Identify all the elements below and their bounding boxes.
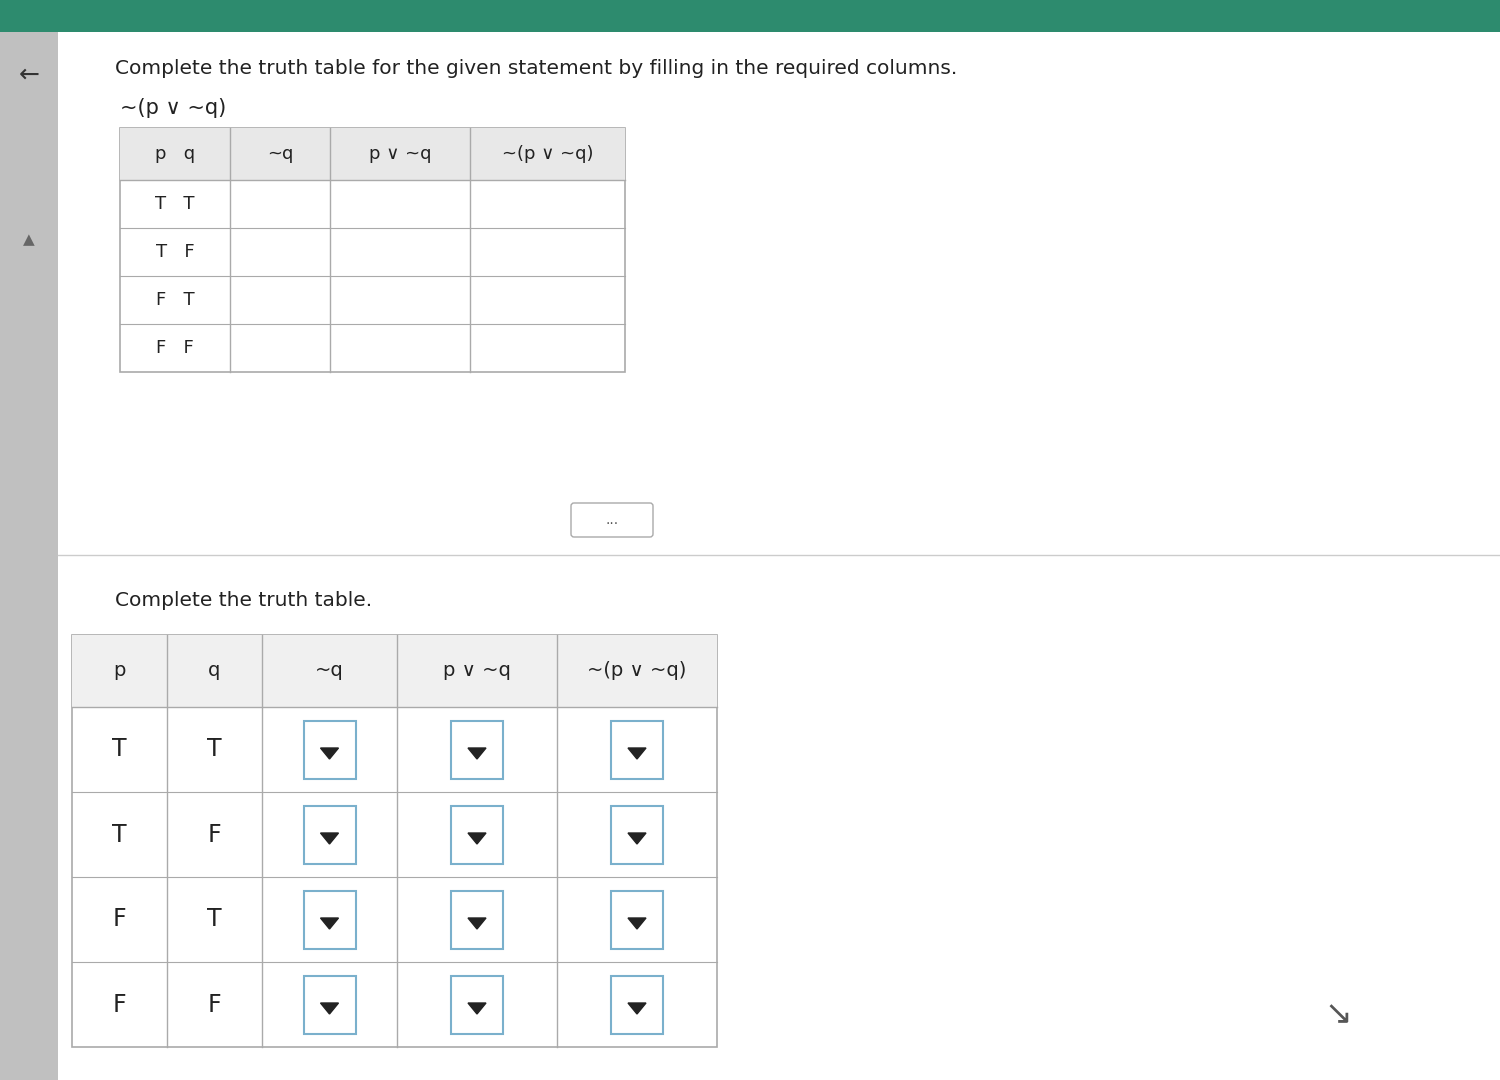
Polygon shape [468,918,486,929]
Text: ↖: ↖ [1316,994,1344,1026]
Bar [303,720,355,779]
Polygon shape [628,1003,646,1014]
Text: F: F [207,993,222,1016]
Text: ~(p ∨ ~q): ~(p ∨ ~q) [120,98,226,118]
FancyBboxPatch shape [572,503,652,537]
Polygon shape [321,748,339,759]
Text: q: q [209,661,220,680]
Text: p ∨ ~q: p ∨ ~q [369,145,432,163]
Polygon shape [468,748,486,759]
Text: Complete the truth table.: Complete the truth table. [116,591,372,609]
Text: T: T [112,823,128,847]
Text: F: F [112,907,126,931]
Text: T: T [112,738,128,761]
Text: Complete the truth table for the given statement by filling in the required colu: Complete the truth table for the given s… [116,58,957,78]
Polygon shape [321,1003,339,1014]
Bar [0,32,58,1080]
Bar [452,720,503,779]
Bar [120,129,626,372]
Text: p: p [114,661,126,680]
Bar [72,635,717,1047]
Bar [610,806,663,864]
Bar [610,975,663,1034]
Bar [72,635,717,707]
Text: F   T: F T [156,291,195,309]
Text: ▲: ▲ [22,232,34,247]
Text: F: F [207,823,222,847]
Text: T: T [207,907,222,931]
Text: T: T [207,738,222,761]
Bar [452,806,503,864]
Text: p ∨ ~q: p ∨ ~q [442,661,512,680]
Bar [610,891,663,948]
Text: T   T: T T [156,195,195,213]
Bar [303,975,355,1034]
Bar [452,975,503,1034]
Text: ...: ... [606,513,618,527]
Bar [610,720,663,779]
Text: ~q: ~q [267,145,292,163]
Text: ~q: ~q [315,661,344,680]
Polygon shape [628,833,646,843]
Polygon shape [628,918,646,929]
Text: p   q: p q [154,145,195,163]
Polygon shape [321,833,339,843]
Text: ←: ← [18,63,39,87]
Text: F   F: F F [156,339,194,357]
Text: ~(p ∨ ~q): ~(p ∨ ~q) [588,661,687,680]
Bar [303,806,355,864]
Text: F: F [112,993,126,1016]
Text: ~(p ∨ ~q): ~(p ∨ ~q) [501,145,592,163]
Bar [120,129,626,180]
Bar [0,0,1500,32]
Text: T   F: T F [156,243,195,261]
Polygon shape [321,918,339,929]
Polygon shape [468,1003,486,1014]
Bar [452,891,503,948]
Polygon shape [468,833,486,843]
Polygon shape [628,748,646,759]
Bar [303,891,355,948]
